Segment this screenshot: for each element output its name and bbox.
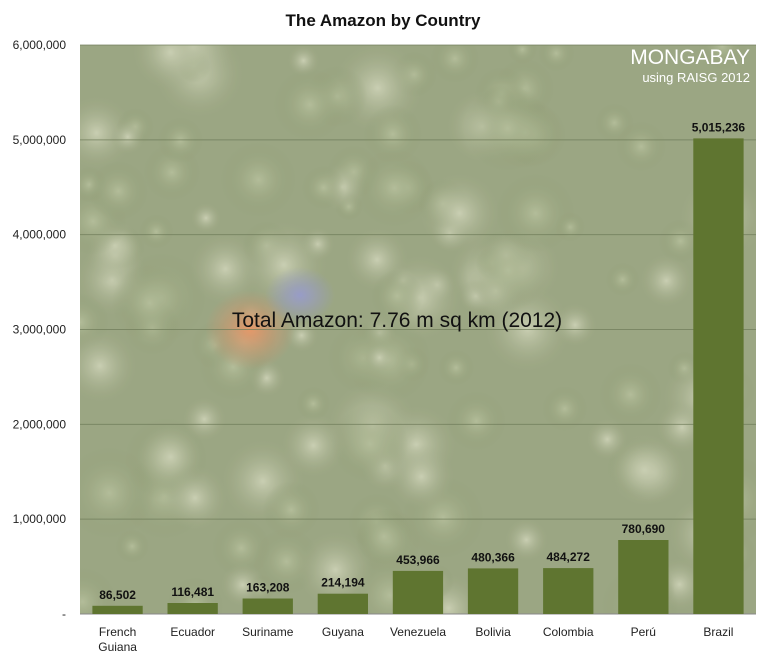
x-category-label: Venezuela: [390, 625, 446, 639]
data-label: 86,502: [99, 588, 136, 602]
bar-guyana: [317, 593, 368, 614]
data-label: 214,194: [321, 576, 365, 590]
brand-subtitle: using RAISG 2012: [642, 70, 750, 85]
data-label: 163,208: [246, 581, 290, 595]
data-label: 116,481: [171, 585, 214, 599]
bar-venezuela: [392, 570, 444, 614]
data-label: 480,366: [471, 550, 515, 564]
data-label: 5,015,236: [692, 120, 746, 134]
y-tick-label: 4,000,000: [13, 228, 67, 242]
x-category-label: Perú: [631, 625, 656, 639]
bar-brazil: [693, 138, 744, 614]
brand-name: MONGABAY: [630, 46, 750, 69]
bar-suriname: [242, 598, 293, 614]
bar-french-guiana: [92, 605, 143, 614]
x-category-label: French Guiana: [98, 625, 137, 654]
y-tick-label: 1,000,000: [13, 512, 67, 526]
y-tick-label: 2,000,000: [13, 417, 67, 431]
chart-title: The Amazon by Country: [286, 11, 481, 30]
x-category-label: Suriname: [242, 625, 294, 639]
y-tick-label: -: [62, 607, 66, 621]
bar-bolivia: [467, 568, 519, 614]
total-annotation: Total Amazon: 7.76 m sq km (2012): [232, 309, 562, 332]
y-tick-label: 5,000,000: [13, 133, 67, 147]
bar-ecuador: [167, 603, 218, 614]
y-tick-label: 3,000,000: [13, 323, 67, 337]
bar-colombia: [543, 568, 594, 614]
data-label: 484,272: [547, 550, 591, 564]
x-category-label: Brazil: [703, 625, 733, 639]
x-category-label: Bolivia: [475, 625, 511, 639]
data-label: 453,966: [396, 553, 440, 567]
x-category-label: Ecuador: [170, 625, 215, 639]
data-label: 780,690: [622, 522, 666, 536]
x-category-label: Colombia: [543, 625, 594, 639]
x-category-label: Guyana: [322, 625, 364, 639]
y-tick-label: 6,000,000: [13, 38, 67, 52]
bar-per-: [618, 540, 669, 614]
